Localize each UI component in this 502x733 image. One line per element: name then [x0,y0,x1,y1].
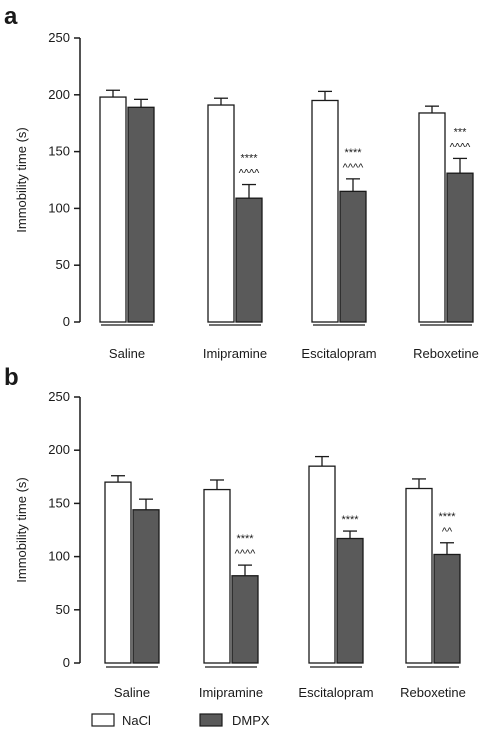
category-label: Imipramine [199,685,263,700]
bar-dmpx [433,553,461,664]
category-label: Imipramine [203,346,267,361]
significance-label: **** [240,153,258,165]
bar-nacl [405,487,433,664]
y-tick-label: 200 [48,442,70,457]
bar-nacl [207,104,235,323]
bar-nacl [311,99,339,323]
bar-dmpx [132,509,160,664]
legend-label: NaCl [122,713,151,728]
category-label: Escitalopram [301,346,376,361]
significance-label: **** [438,511,456,523]
legend-swatch [199,713,223,727]
category-label: Reboxetine [400,685,466,700]
y-tick-label: 50 [56,602,70,617]
y-tick-label: 150 [48,495,70,510]
y-tick-label: 0 [63,314,70,329]
y-tick-label: 100 [48,549,70,564]
panel-letter: a [4,3,18,30]
y-tick-label: 200 [48,87,70,102]
category-label: Saline [114,685,150,700]
bar-nacl [104,481,132,664]
bar-dmpx [339,190,367,323]
y-tick-label: 100 [48,200,70,215]
panel-letter: b [4,364,19,391]
significance-label: ^^^^ [450,141,471,153]
y-tick-label: 250 [48,389,70,404]
y-axis-title: Immobility time (s) [14,477,29,582]
bar-dmpx [446,172,474,323]
y-tick-label: 50 [56,257,70,272]
y-axis-title: Immobility time (s) [14,127,29,232]
bar-nacl [418,112,446,323]
bar-dmpx [127,106,155,323]
legend-swatch [91,713,115,727]
panel-a: a 0 50 100 150 200 250 Immobility time (s) Salin… [4,3,479,361]
significance-label: **** [341,514,359,526]
significance-label: ^^^^ [343,162,364,174]
bar-dmpx [336,537,364,664]
panel-b: b 0 50 100 150 200 250 Immobility time (s) Salin… [4,364,466,700]
y-tick-label: 0 [63,655,70,670]
category-label: Saline [109,346,145,361]
significance-label: **** [236,533,254,545]
legend: NaCl DMPX [91,713,270,728]
y-tick-label: 250 [48,30,70,45]
bar-nacl [203,488,231,664]
category-label: Reboxetine [413,346,479,361]
bar-nacl [308,465,336,664]
legend-label: DMPX [232,713,270,728]
bar-nacl [99,96,127,323]
bar-dmpx [235,197,263,323]
bar-dmpx [231,575,259,664]
category-label: Escitalopram [298,685,373,700]
significance-label: *** [454,126,468,138]
significance-label: ^^^^ [239,168,260,180]
y-tick-label: 150 [48,144,70,159]
significance-label: **** [344,147,362,159]
significance-label: ^^ [442,526,453,538]
significance-label: ^^^^ [235,548,256,560]
